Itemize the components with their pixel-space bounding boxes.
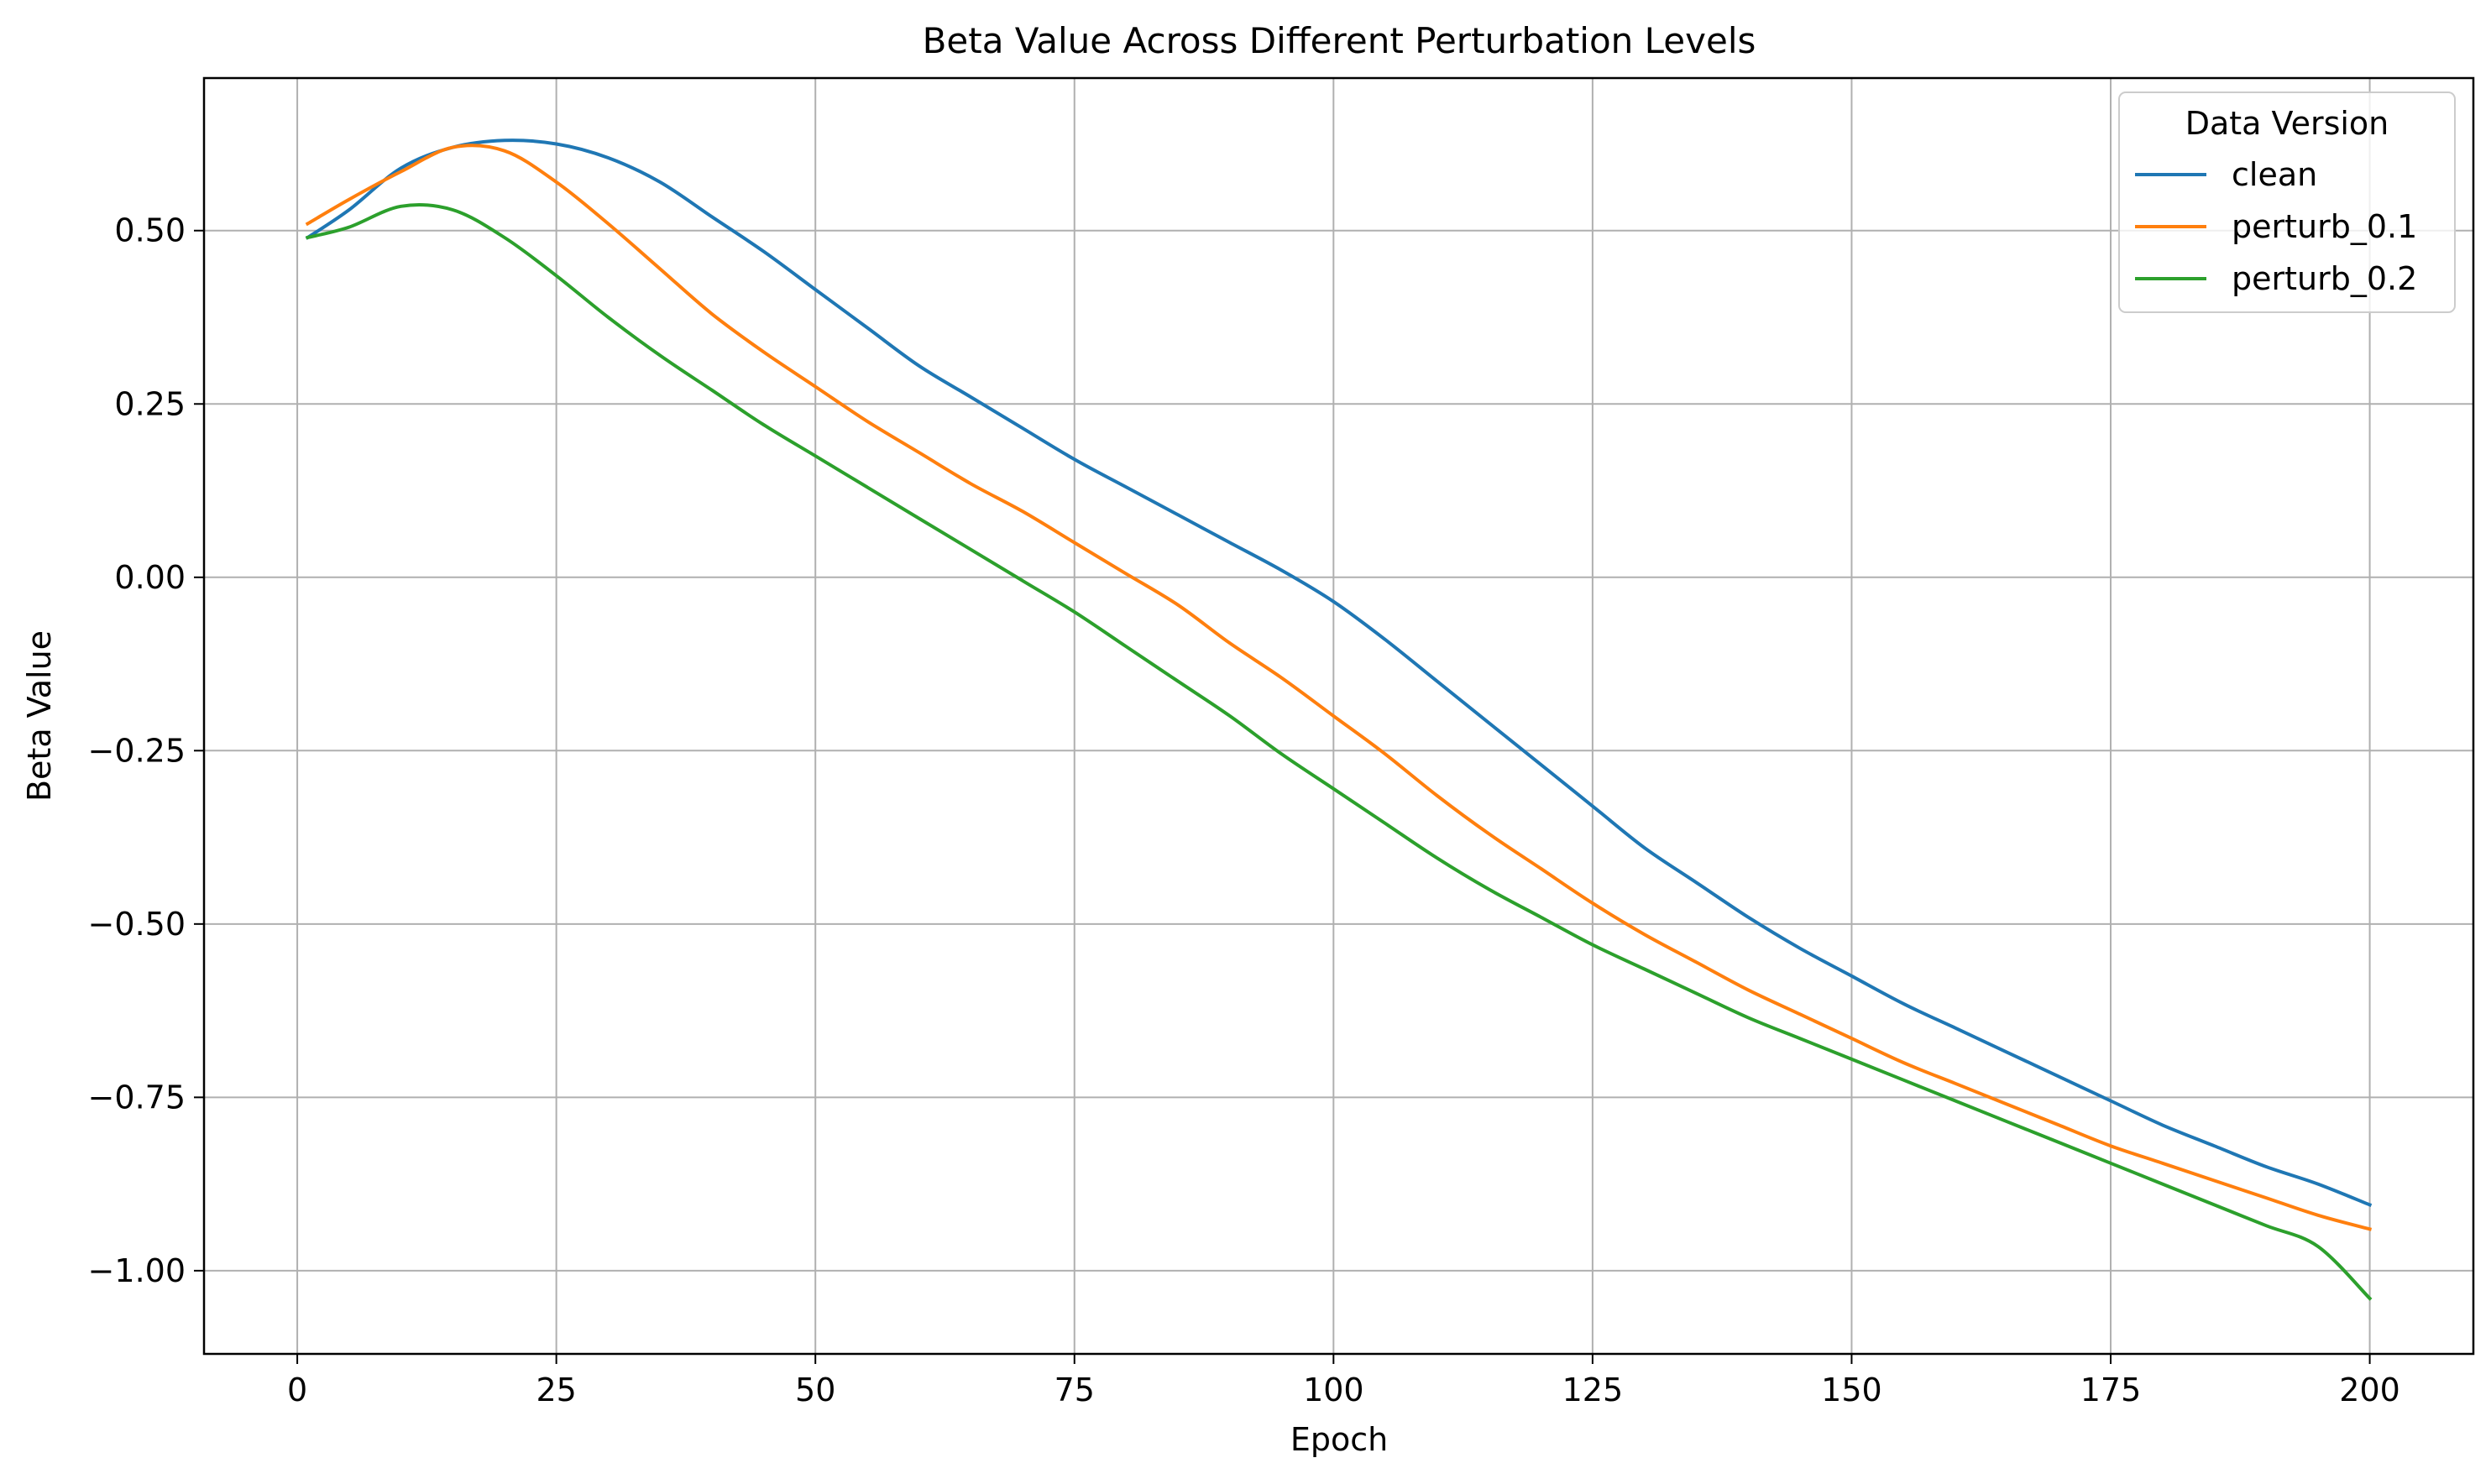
legend-label: clean [2232, 156, 2317, 193]
y-tick-label: 0.50 [114, 212, 186, 249]
x-axis: 0 25 50 75 100 125 150 175 200 [287, 1354, 2400, 1408]
series-line-clean [305, 138, 2373, 1207]
y-axis: 0.50 0.25 0.00 −0.25 −0.50 −0.75 −1.00 [88, 212, 204, 1289]
plot-frame [202, 76, 2475, 1356]
series-layer [305, 138, 2373, 1301]
x-tick-label: 100 [1303, 1372, 1364, 1408]
x-tick-label: 50 [795, 1372, 835, 1408]
y-tick-label: 0.00 [114, 559, 186, 596]
y-tick-label: −0.75 [88, 1079, 186, 1116]
x-axis-label: Epoch [1290, 1421, 1388, 1458]
chart-title: Beta Value Across Different Perturbation… [923, 20, 1756, 61]
x-tick-label: 125 [1562, 1372, 1624, 1408]
series-line-perturb-0-1 [305, 144, 2373, 1231]
x-tick-label: 150 [1821, 1372, 1882, 1408]
x-tick-label: 0 [287, 1372, 307, 1408]
legend-box [2118, 91, 2456, 313]
legend: Data Version clean perturb_0.1 perturb_0.2 [2118, 91, 2456, 313]
y-tick-label: −1.00 [88, 1252, 186, 1289]
legend-label: perturb_0.1 [2232, 208, 2417, 245]
y-tick-label: 0.25 [114, 385, 186, 422]
series-line-perturb-0-2 [305, 203, 2373, 1301]
legend-title: Data Version [2185, 105, 2389, 142]
y-tick-label: −0.25 [88, 732, 186, 769]
x-tick-label: 175 [2080, 1372, 2142, 1408]
x-tick-label: 75 [1054, 1372, 1095, 1408]
legend-entries: clean perturb_0.1 perturb_0.2 [2135, 156, 2417, 297]
y-axis-label: Beta Value [21, 630, 58, 802]
y-tick-label: −0.50 [88, 906, 186, 943]
legend-label: perturb_0.2 [2232, 260, 2417, 297]
x-tick-label: 25 [536, 1372, 576, 1408]
grid-lines [204, 78, 2473, 1354]
x-tick-label: 200 [2339, 1372, 2400, 1408]
